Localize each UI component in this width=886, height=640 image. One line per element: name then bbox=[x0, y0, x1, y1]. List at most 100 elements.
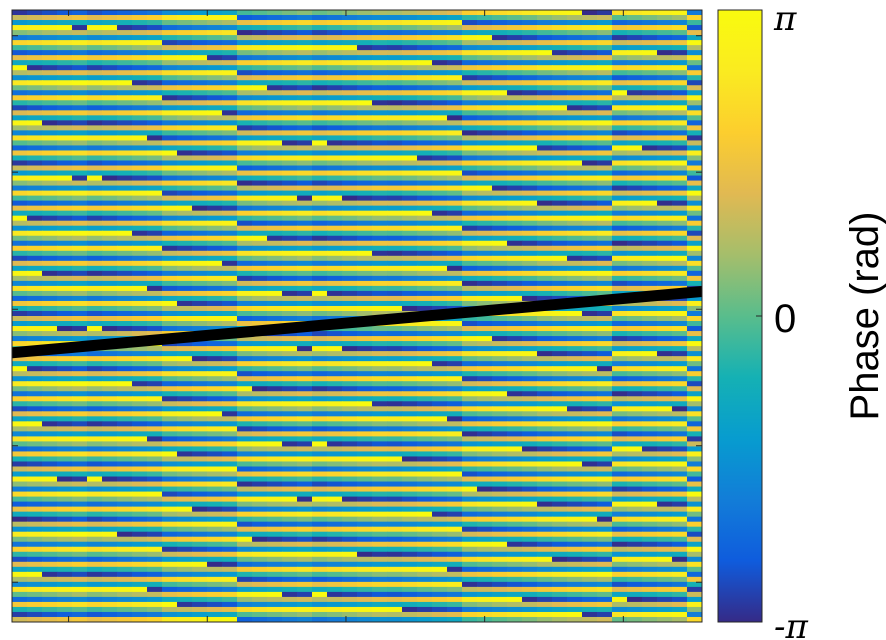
heatmap-cell bbox=[672, 25, 688, 31]
heatmap-cell bbox=[42, 406, 58, 412]
heatmap-cell bbox=[147, 205, 163, 212]
heatmap-cell bbox=[192, 135, 208, 142]
heatmap-cell bbox=[687, 501, 702, 508]
heatmap-cell bbox=[372, 466, 388, 473]
heatmap-cell bbox=[507, 15, 523, 21]
heatmap-cell bbox=[477, 300, 493, 307]
heatmap-cell bbox=[237, 300, 253, 307]
heatmap-cell bbox=[57, 240, 73, 247]
heatmap-cell bbox=[552, 270, 568, 277]
heatmap-cell bbox=[522, 456, 538, 463]
heatmap-cell bbox=[42, 175, 58, 182]
heatmap-cell bbox=[372, 446, 388, 453]
heatmap-cell bbox=[102, 95, 118, 101]
heatmap-cell bbox=[477, 521, 493, 528]
heatmap-cell bbox=[357, 421, 373, 427]
heatmap-cell bbox=[222, 285, 238, 292]
heatmap-cell bbox=[522, 451, 538, 458]
heatmap-cell bbox=[207, 391, 223, 397]
heatmap-cell bbox=[57, 25, 73, 31]
heatmap-cell bbox=[507, 65, 523, 71]
heatmap-cell bbox=[687, 255, 702, 262]
heatmap-cell bbox=[312, 120, 328, 126]
heatmap-cell bbox=[687, 265, 702, 272]
heatmap-cell bbox=[147, 436, 163, 443]
heatmap-cell bbox=[537, 481, 553, 488]
heatmap-cell bbox=[672, 446, 688, 453]
heatmap-cell bbox=[117, 290, 133, 297]
heatmap-cell bbox=[567, 481, 583, 488]
heatmap-cell bbox=[687, 85, 702, 91]
heatmap-cell bbox=[342, 396, 358, 402]
heatmap-cell bbox=[492, 496, 508, 503]
heatmap-cell bbox=[597, 50, 613, 56]
heatmap-cell bbox=[432, 180, 448, 187]
heatmap-cell bbox=[687, 135, 702, 142]
heatmap-cell bbox=[372, 346, 388, 352]
heatmap-cell bbox=[672, 441, 688, 448]
heatmap-cell bbox=[132, 290, 148, 297]
heatmap-cell bbox=[567, 331, 583, 337]
heatmap-cell bbox=[222, 265, 238, 272]
heatmap-cell bbox=[372, 85, 388, 91]
heatmap-cell bbox=[597, 140, 613, 147]
heatmap-cell bbox=[327, 165, 343, 172]
heatmap-cell bbox=[612, 341, 628, 347]
heatmap-cell bbox=[252, 526, 268, 533]
heatmap-cell bbox=[687, 531, 702, 538]
heatmap-cell bbox=[552, 235, 568, 242]
heatmap-cell bbox=[642, 15, 658, 21]
heatmap-cell bbox=[552, 361, 568, 367]
heatmap-cell bbox=[687, 170, 702, 177]
heatmap-cell bbox=[27, 125, 43, 131]
heatmap-cell bbox=[162, 195, 178, 202]
heatmap-cell bbox=[597, 280, 613, 287]
heatmap-cell bbox=[252, 305, 268, 312]
heatmap-cell bbox=[72, 15, 88, 21]
heatmap-cell bbox=[522, 436, 538, 443]
heatmap-cell bbox=[87, 45, 103, 51]
heatmap-cell bbox=[567, 391, 583, 397]
heatmap-cell bbox=[297, 35, 313, 41]
heatmap-cell bbox=[117, 436, 133, 443]
heatmap-cell bbox=[537, 295, 553, 302]
heatmap-cell bbox=[402, 230, 418, 237]
heatmap-cell bbox=[462, 326, 478, 332]
heatmap-cell bbox=[357, 476, 373, 483]
heatmap-cell bbox=[147, 45, 163, 51]
heatmap-cell bbox=[522, 396, 538, 402]
heatmap-cell bbox=[162, 175, 178, 182]
heatmap-cell bbox=[27, 200, 43, 207]
heatmap-cell bbox=[327, 351, 343, 357]
heatmap-cell bbox=[42, 396, 58, 402]
heatmap-cell bbox=[177, 240, 193, 247]
heatmap-cell bbox=[357, 516, 373, 523]
heatmap-cell bbox=[312, 346, 328, 352]
heatmap-cell bbox=[357, 20, 373, 26]
heatmap-cell bbox=[597, 331, 613, 337]
heatmap-cell bbox=[597, 100, 613, 106]
heatmap-cell bbox=[627, 20, 643, 26]
heatmap-cell bbox=[627, 225, 643, 232]
heatmap-cell bbox=[447, 190, 463, 197]
heatmap-cell bbox=[192, 456, 208, 463]
heatmap-cell bbox=[642, 421, 658, 427]
heatmap-cell bbox=[402, 366, 418, 372]
heatmap-cell bbox=[12, 160, 28, 167]
heatmap-cell bbox=[87, 125, 103, 131]
heatmap-cell bbox=[462, 235, 478, 242]
heatmap-cell bbox=[387, 60, 403, 66]
heatmap-cell bbox=[87, 361, 103, 367]
heatmap-cell bbox=[147, 20, 163, 26]
heatmap-cell bbox=[522, 381, 538, 387]
heatmap-cell bbox=[447, 275, 463, 282]
heatmap-cell bbox=[207, 546, 223, 553]
heatmap-cell bbox=[117, 451, 133, 458]
heatmap-cell bbox=[27, 416, 43, 422]
heatmap-cell bbox=[357, 376, 373, 382]
heatmap-cell bbox=[222, 351, 238, 357]
heatmap-cell bbox=[342, 300, 358, 307]
heatmap-cell bbox=[237, 310, 253, 317]
heatmap-cell bbox=[522, 150, 538, 157]
heatmap-cell bbox=[552, 105, 568, 111]
